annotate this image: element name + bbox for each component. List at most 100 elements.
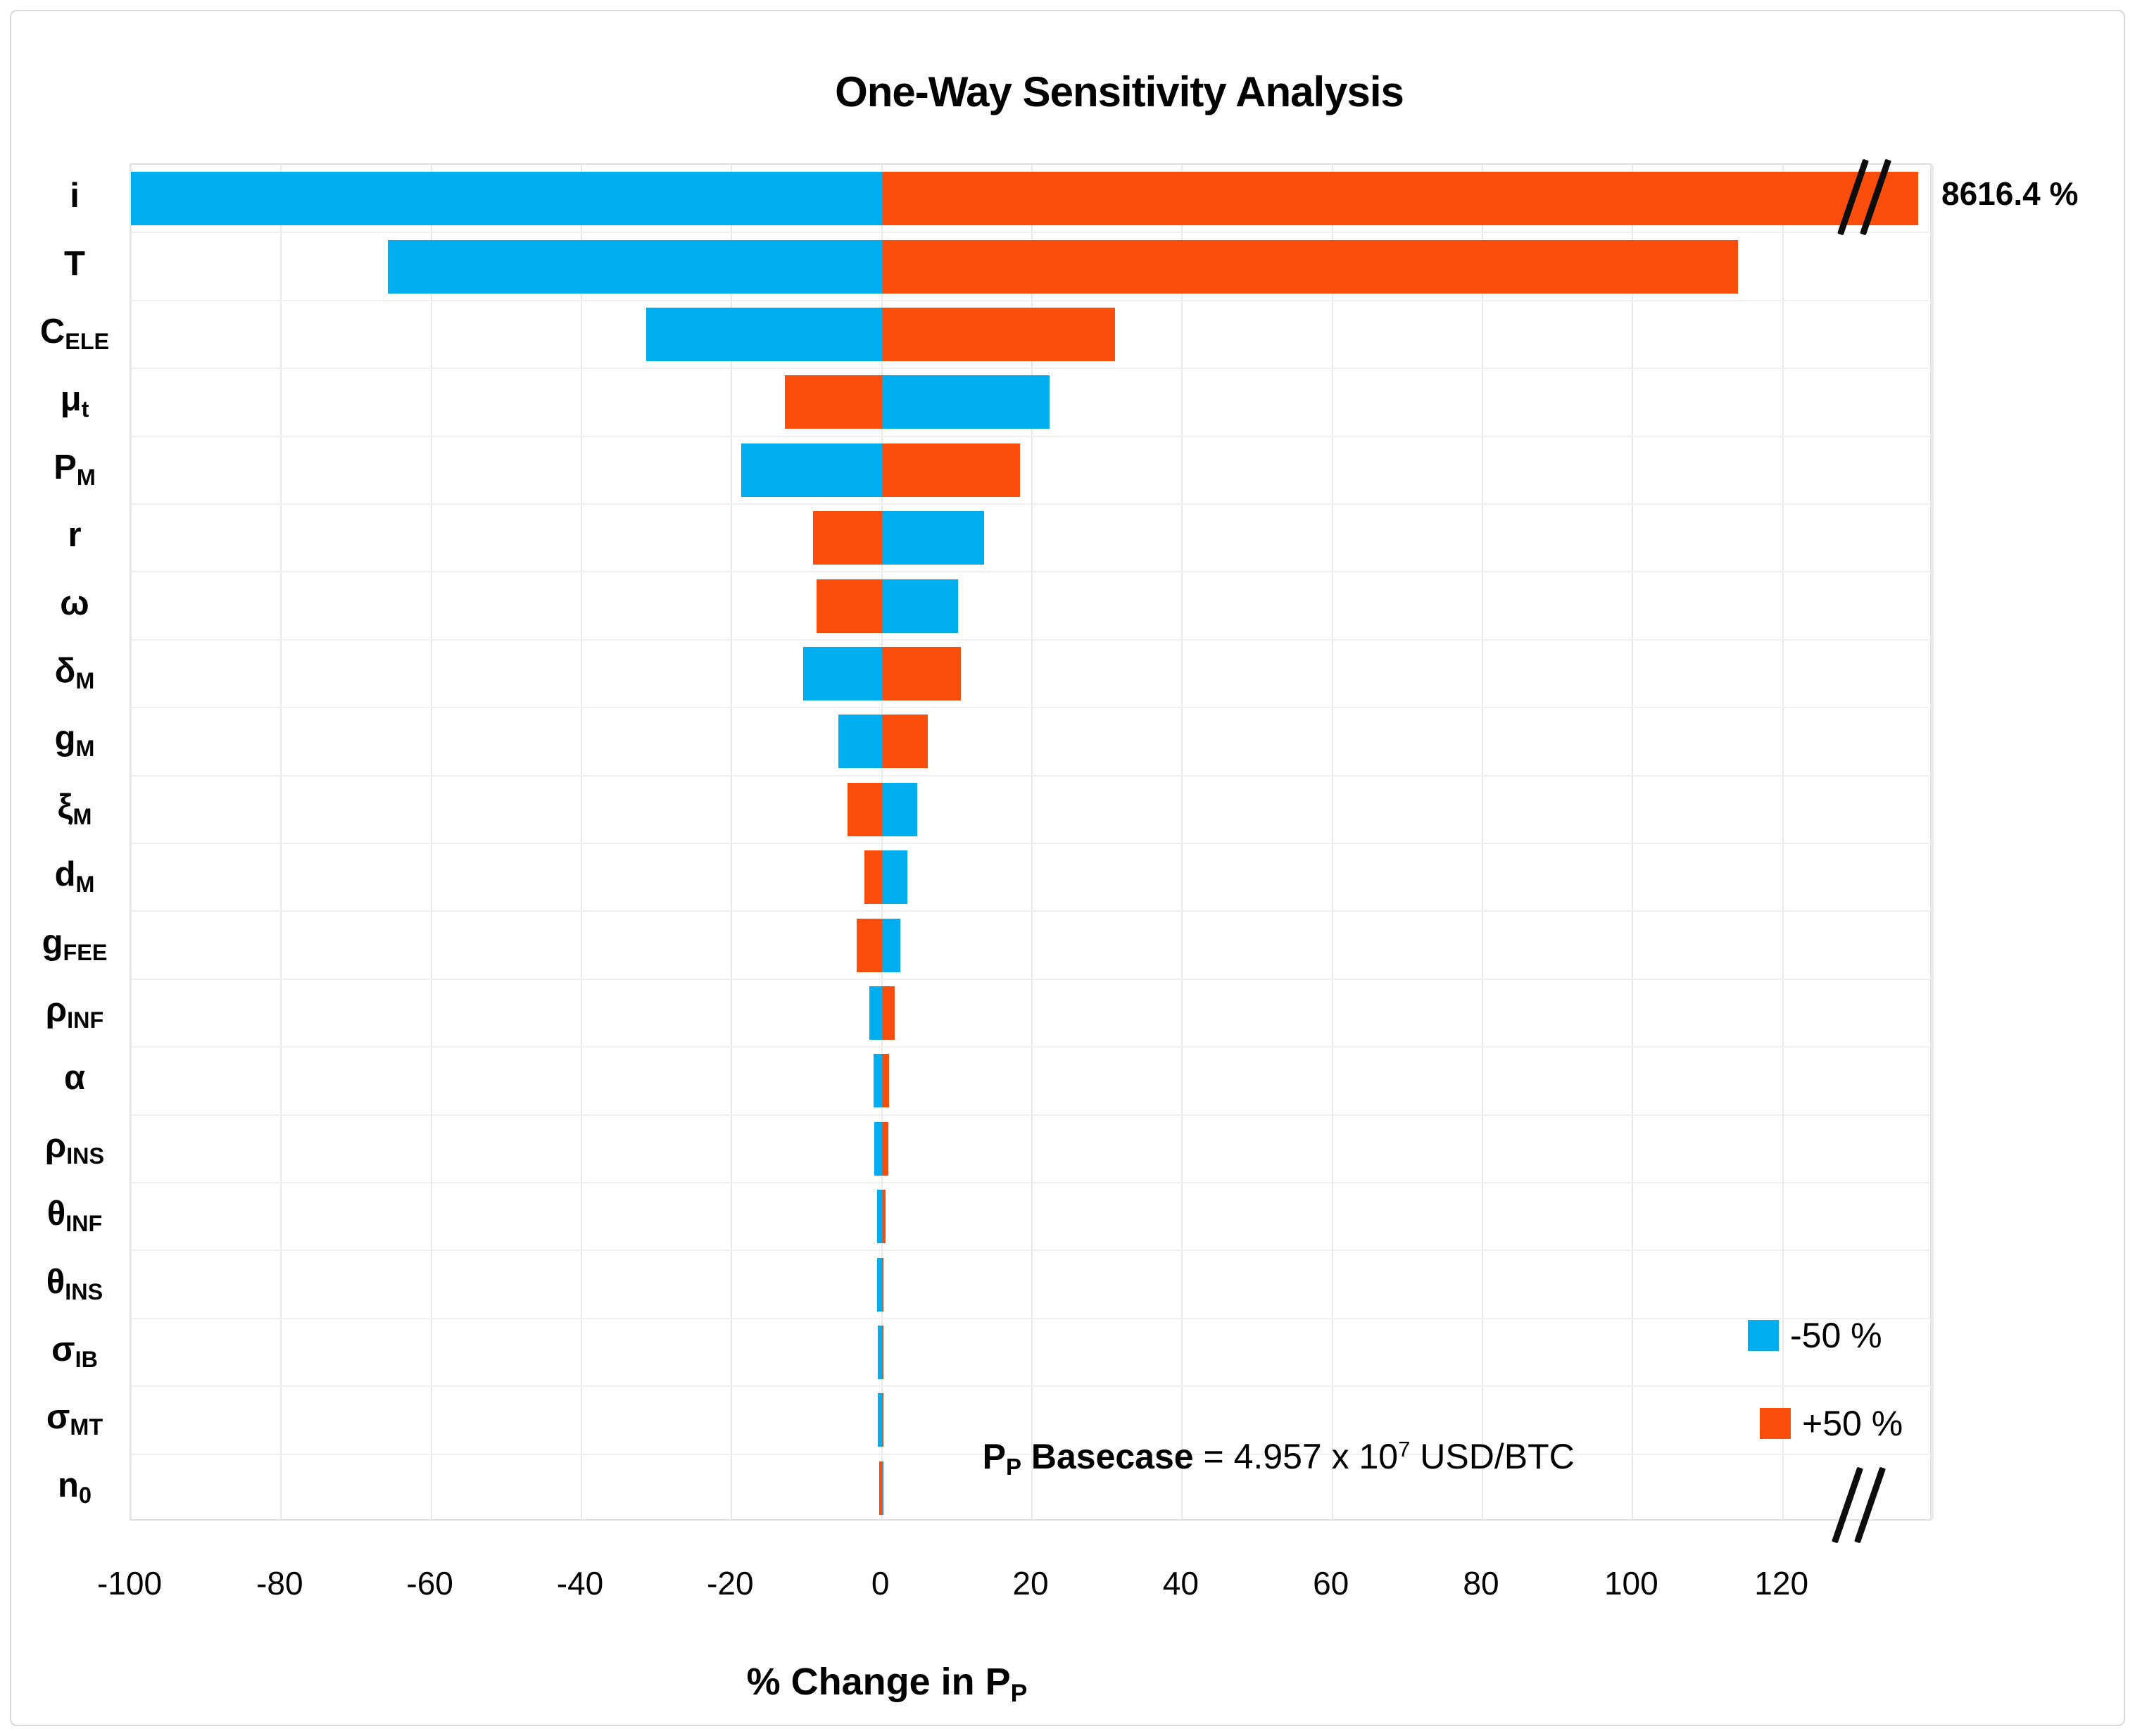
row-label: gM [0,722,149,760]
bar-minus50 [881,918,901,972]
gridline-horizontal [131,571,1930,573]
row-label-subscript: t [81,396,89,422]
gridline-vertical [1482,165,1483,1519]
row-label-main: T [64,244,85,283]
bar-plus50 [847,782,882,836]
x-axis-title-text: % Change in P [746,1661,1011,1703]
gridline-vertical [1932,165,1934,1519]
row-label: CELE [0,315,149,353]
row-label-main: σ [46,1398,70,1437]
chart-title: One-Way Sensitivity Analysis [835,68,1404,115]
legend-label: +50 % [1802,1404,1903,1443]
x-tick-label: 0 [871,1565,890,1602]
bar-plus50 [881,1190,886,1244]
row-label-subscript: INS [66,1143,105,1169]
bar-minus50 [881,375,1050,429]
row-label: δM [0,654,149,693]
gridline-horizontal [131,978,1930,980]
legend-swatch [1748,1320,1779,1351]
row-label-main: α [63,1059,86,1097]
gridline-horizontal [131,367,1930,370]
row-label: dM [0,855,149,898]
bar-minus50 [645,308,882,361]
bar-minus50 [881,579,959,633]
gridline-horizontal [131,774,1930,776]
bar-minus50 [881,1461,883,1515]
row-label: σMT [0,1398,149,1440]
x-tick-label: 120 [1754,1565,1809,1602]
x-tick-label: -20 [707,1565,754,1602]
row-label-main: σ [51,1331,75,1369]
row-label-subscript: M [75,872,95,898]
row-label: ω [0,586,149,621]
row-label: PM [0,448,149,490]
bar-plus50 [881,239,1738,294]
gridline-horizontal [131,1385,1930,1388]
gridline-horizontal [131,1250,1930,1252]
bar-minus50 [881,850,907,905]
x-tick-label: 100 [1604,1565,1658,1602]
bar-minus50 [387,239,882,294]
bar-minus50 [881,782,917,836]
plot-area [130,163,1934,1521]
x-tick-label: -40 [556,1565,604,1602]
gridline-vertical [881,165,883,1519]
x-tick-label: 20 [1012,1565,1049,1602]
gridline-horizontal [131,1046,1930,1048]
bar-plus50 [881,1257,883,1312]
row-label-main: ρ [44,1126,67,1165]
row-label: ρINS [0,1126,149,1169]
bar-minus50 [877,1257,882,1312]
gridline-vertical [581,165,582,1519]
row-label-main: d [54,855,76,894]
row-label-subscript: MT [70,1414,103,1440]
row-label-subscript: IB [75,1347,98,1373]
row-label-subscript: M [75,736,95,762]
row-label-main: P [53,448,77,486]
row-label: r [0,518,149,553]
row-label: n0 [0,1468,149,1507]
bar-minus50 [874,1121,882,1176]
row-label-main: ω [60,584,89,622]
bar-minus50 [878,1393,882,1447]
gridline-vertical [1632,165,1634,1519]
gridline-vertical [1782,165,1784,1519]
gridline-horizontal [131,299,1930,301]
bar-plus50 [881,1054,890,1108]
row-label-subscript: INF [67,1007,104,1033]
row-label-main: i [70,177,80,215]
row-label-subscript: INS [65,1278,103,1304]
x-tick-label: -100 [96,1565,163,1602]
gridline-vertical [731,165,733,1519]
legend-item: -50 % [1748,1315,1882,1356]
bar-plus50 [881,1393,883,1447]
row-label-main: r [68,516,82,555]
row-label-main: g [42,923,63,962]
row-label: μt [0,382,149,422]
bar-plus50 [857,918,882,972]
row-label-subscript: M [76,464,96,490]
bar-plus50 [881,986,895,1040]
gridline-vertical [280,165,282,1519]
bar-plus50 [816,579,882,633]
bar-plus50 [881,308,1116,361]
row-label-subscript: INF [65,1211,103,1237]
row-label: i [0,179,149,213]
gridline-horizontal [131,435,1930,437]
bar-minus50 [838,715,882,769]
x-tick-label: 40 [1162,1565,1199,1602]
row-label-main: ξ [57,787,73,826]
row-label-subscript: ELE [65,329,110,355]
bar-plus50 [881,647,961,700]
gridline-vertical [1031,165,1033,1519]
gridline-vertical [1181,165,1183,1519]
bar-plus50 [881,1121,889,1176]
gridline-horizontal [131,232,1930,234]
legend-swatch [1760,1408,1791,1439]
row-label-main: ρ [45,991,68,1029]
bar-plus50 [879,1461,882,1515]
row-label: ρINF [0,991,149,1033]
row-label: θINF [0,1197,149,1235]
gridline-horizontal [131,707,1930,709]
